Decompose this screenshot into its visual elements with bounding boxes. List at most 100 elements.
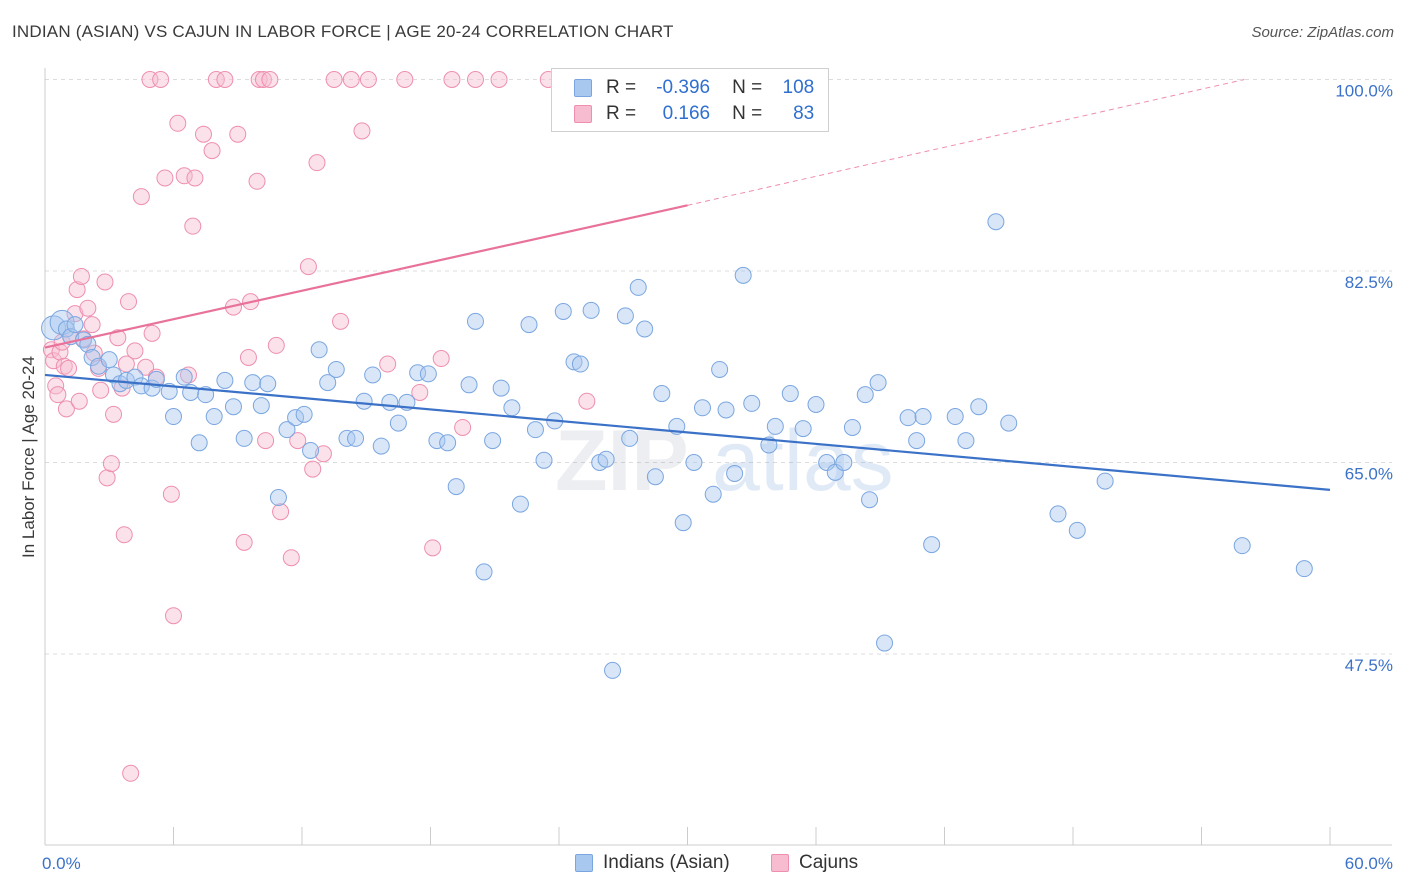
data-point-indians — [372, 437, 390, 455]
data-point-cajuns — [120, 293, 138, 311]
correlation-legend: R = -0.396 N = 108 R = 0.166 N = 83 — [551, 68, 829, 132]
data-point-cajuns — [299, 258, 317, 276]
data-point-cajuns — [411, 383, 429, 401]
data-point-cajuns — [169, 114, 187, 132]
data-point-cajuns — [424, 539, 442, 557]
data-point-indians — [338, 429, 356, 447]
data-point-indians — [83, 348, 101, 366]
data-point-indians — [1068, 521, 1086, 539]
data-point-indians — [807, 396, 825, 414]
data-point-indians — [278, 421, 296, 439]
x-tick-label: 0.0% — [42, 854, 81, 873]
data-point-cajuns — [162, 485, 180, 503]
data-point-cajuns — [57, 400, 75, 418]
data-point-cajuns — [68, 281, 86, 299]
data-point-cajuns — [49, 386, 67, 404]
data-point-indians — [295, 405, 313, 423]
data-point-indians — [466, 312, 484, 330]
data-point-cajuns — [353, 122, 371, 140]
legend-n-value: 83 — [793, 103, 815, 124]
data-point-indians — [616, 307, 634, 325]
legend-label-cajuns: Cajuns — [799, 852, 859, 873]
data-point-cajuns — [115, 526, 133, 544]
data-point-indians — [235, 429, 253, 447]
data-point-cajuns — [156, 169, 174, 187]
data-point-indians — [165, 408, 182, 426]
data-point-indians — [447, 478, 465, 496]
data-point-indians — [908, 432, 926, 450]
y-tick-label: 65.0% — [1345, 465, 1393, 484]
legend-swatch-pink — [574, 105, 592, 123]
data-point-cajuns — [109, 329, 127, 347]
data-point-cajuns — [45, 352, 63, 370]
data-point-indians — [355, 392, 373, 410]
data-point-indians — [244, 374, 262, 392]
data-point-cajuns — [248, 172, 266, 190]
data-point-indians — [1049, 505, 1067, 523]
data-point-indians — [503, 399, 521, 417]
data-point-cajuns — [254, 71, 272, 88]
data-point-indians — [693, 399, 711, 417]
data-point-indians — [604, 661, 622, 679]
data-point-cajuns — [98, 469, 116, 487]
legend-r-label: R = — [606, 103, 637, 124]
data-point-indians — [861, 491, 879, 509]
data-point-indians — [843, 418, 861, 436]
data-point-cajuns — [289, 432, 307, 450]
source-credit[interactable]: Source: ZipAtlas.com — [1251, 24, 1394, 41]
data-point-indians — [704, 485, 722, 503]
data-point-indians — [869, 374, 887, 392]
data-point-indians — [90, 357, 108, 375]
data-point-cajuns — [83, 316, 101, 334]
data-point-indians — [269, 489, 287, 507]
data-point-cajuns — [194, 125, 212, 143]
legend-swatch-blue — [575, 854, 593, 872]
y-tick-label: 47.5% — [1345, 656, 1393, 675]
data-point-indians — [319, 374, 337, 392]
data-point-indians — [147, 370, 165, 388]
series-indians-asian — [41, 213, 1313, 679]
data-point-cajuns — [314, 445, 332, 463]
data-point-cajuns — [175, 167, 193, 185]
data-point-indians — [818, 454, 836, 471]
data-point-cajuns — [325, 71, 343, 88]
data-point-cajuns — [272, 503, 290, 521]
data-point-cajuns — [282, 549, 300, 567]
data-point-cajuns — [304, 460, 322, 478]
data-point-indians — [526, 421, 544, 439]
legend-item-cajuns[interactable]: Cajuns — [771, 852, 858, 874]
data-point-indians — [347, 429, 365, 447]
data-point-indians — [1295, 560, 1313, 578]
data-point-indians — [535, 451, 553, 469]
data-point-indians — [175, 368, 193, 386]
data-point-cajuns — [332, 312, 350, 330]
data-point-indians — [674, 514, 692, 532]
data-point-indians — [252, 397, 270, 415]
data-point-indians — [636, 320, 654, 338]
data-point-indians — [717, 401, 735, 419]
data-point-cajuns — [132, 188, 150, 206]
data-point-indians — [1000, 414, 1018, 432]
data-point-cajuns — [229, 125, 247, 143]
data-point-indians — [190, 434, 208, 452]
data-point-indians — [987, 213, 1005, 231]
data-point-cajuns — [122, 764, 140, 782]
data-point-indians — [726, 464, 744, 482]
data-point-indians — [492, 379, 510, 397]
chart-title: INDIAN (ASIAN) VS CAJUN IN LABOR FORCE |… — [12, 22, 674, 41]
watermark-atlas: atlas — [712, 413, 894, 509]
series-cajuns — [42, 71, 596, 782]
data-point-indians — [835, 454, 853, 471]
data-point-indians — [957, 432, 975, 450]
data-point-indians — [946, 408, 964, 426]
legend-item-indians[interactable]: Indians (Asian) — [575, 852, 730, 874]
legend-r-value: -0.396 — [656, 77, 711, 98]
data-point-indians — [621, 429, 639, 447]
data-point-cajuns — [342, 71, 360, 88]
data-point-indians — [511, 495, 529, 513]
data-point-indians — [565, 353, 583, 371]
data-point-cajuns — [267, 336, 285, 354]
data-point-cajuns — [70, 392, 88, 410]
data-point-indians — [439, 434, 457, 452]
gridlines — [45, 79, 1392, 655]
